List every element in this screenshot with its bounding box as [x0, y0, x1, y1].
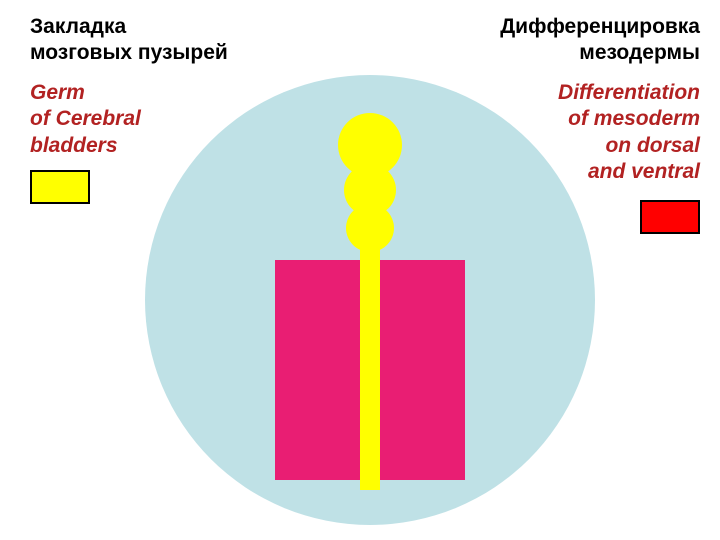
label-left-ru: Закладка мозговых пузырей [30, 14, 228, 67]
label-right-en: Differentiation of mesoderm on dorsal an… [558, 80, 700, 185]
legend-swatch-yellow [30, 170, 90, 204]
label-left-en: Germ of Cerebral bladders [30, 80, 141, 159]
legend-swatch-red [640, 200, 700, 234]
label-right-ru: Дифференцировка мезодермы [500, 14, 700, 67]
diagram-stage: Закладка мозговых пузырей Germ of Cerebr… [0, 0, 720, 540]
